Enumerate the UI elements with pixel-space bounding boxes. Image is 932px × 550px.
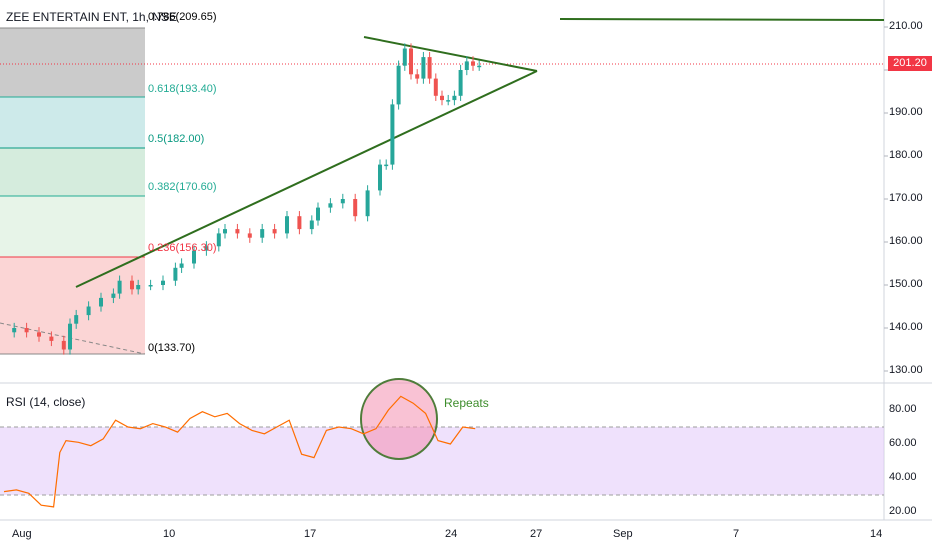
candle-body: [452, 95, 457, 101]
price-axis-label: 190.00: [889, 106, 923, 118]
candle-body: [117, 280, 122, 294]
candle-body: [192, 250, 196, 264]
fib-zone-0618: [0, 97, 145, 148]
fib-label-0: 0(133.70): [148, 342, 196, 354]
candle-body: [260, 229, 265, 238]
candle-body: [365, 190, 370, 217]
price-candles: [12, 43, 482, 355]
fib-label-0618: 0.618(193.40): [148, 83, 217, 95]
rsi-axis-label: 20.00: [889, 505, 917, 517]
price-axis-label: 160.00: [889, 235, 923, 247]
candle-body: [136, 285, 141, 290]
rsi-annotation-text[interactable]: Repeats: [444, 396, 489, 410]
candle-body: [61, 340, 66, 350]
candle-body: [130, 280, 134, 290]
candle-body: [402, 48, 407, 66]
price-axis-label: 130.00: [889, 364, 923, 376]
price-axis-label: 150.00: [889, 278, 923, 290]
candle-body: [161, 280, 165, 285]
fib-label-05: 0.5(182.00): [148, 133, 205, 145]
candle-body: [340, 199, 345, 204]
horizontal-resistance-line[interactable]: [559, 18, 885, 21]
time-label-aug: Aug: [12, 528, 32, 540]
candle-body: [37, 332, 41, 337]
candle-body: [390, 104, 395, 165]
time-label-27: 27: [530, 528, 543, 540]
candle-body: [421, 57, 426, 79]
candle-body: [111, 293, 116, 298]
candle-body: [477, 65, 482, 68]
candle-body: [285, 216, 289, 234]
candle-body: [316, 207, 320, 221]
rsi-axis-label: 60.00: [889, 437, 917, 449]
candle-body: [384, 164, 389, 167]
fib-zone-0236: [0, 257, 145, 354]
candle-body: [427, 57, 432, 79]
candle-body: [74, 315, 79, 324]
candle-body: [446, 100, 451, 102]
fib-zone-0382: [0, 196, 145, 257]
candle-body: [328, 203, 333, 208]
rsi-axis-label: 40.00: [889, 471, 917, 483]
candle-body: [179, 263, 184, 268]
time-label-24: 24: [445, 528, 458, 540]
candle-body: [12, 328, 17, 333]
candle-body: [440, 95, 444, 101]
candle-body: [464, 61, 469, 70]
candle-body: [204, 246, 209, 251]
price-axis-label: 210.00: [889, 20, 923, 32]
candle-body: [173, 267, 178, 281]
candle-body: [68, 323, 72, 350]
candle-body: [309, 220, 314, 230]
candle-body: [216, 233, 221, 247]
candle-body: [353, 199, 358, 217]
candle-body: [223, 229, 227, 234]
fib-label-0236: 0.236(156.30): [148, 242, 217, 254]
price-axis-label: 170.00: [889, 192, 923, 204]
candle-body: [247, 233, 252, 238]
fib-diagonal: [0, 322, 146, 355]
rsi-axis-label: 80.00: [889, 403, 917, 415]
current-price-badge: 201.20: [888, 56, 932, 71]
candle-body: [409, 48, 413, 75]
candle-body: [49, 336, 54, 341]
rsi-band: [0, 427, 884, 495]
fib-label-0382: 0.382(170.60): [148, 181, 217, 193]
candle-body: [235, 229, 240, 234]
candle-body: [86, 306, 91, 316]
price-axis-label: 140.00: [889, 321, 923, 333]
ascending-trendline[interactable]: [75, 70, 538, 288]
descending-trendline[interactable]: [363, 36, 538, 72]
candle-body: [378, 164, 382, 191]
candle-body: [415, 74, 420, 79]
time-label-14: 14: [870, 528, 883, 540]
fib-zone-0786: [0, 28, 145, 97]
time-label-sep: Sep: [613, 528, 633, 540]
candle-body: [148, 285, 153, 287]
symbol-title[interactable]: ZEE ENTERTAIN ENT, 1h, NSE: [4, 10, 179, 24]
price-axis-ticks: [884, 26, 888, 372]
time-label-17: 17: [304, 528, 317, 540]
price-axis-label: 180.00: [889, 149, 923, 161]
candle-body: [99, 297, 103, 307]
candle-body: [396, 65, 401, 105]
rsi-title[interactable]: RSI (14, close): [6, 395, 86, 409]
rsi-line: [3, 395, 476, 508]
candle-body: [272, 229, 277, 234]
candle-body: [458, 70, 463, 96]
candle-body: [297, 216, 302, 230]
candle-body: [471, 61, 475, 66]
time-label-10: 10: [163, 528, 176, 540]
rsi-highlight-ellipse[interactable]: [360, 378, 438, 460]
fib-label-0786: 0.786(209.65): [148, 11, 217, 23]
fib-zone-05: [0, 148, 145, 196]
candle-body: [433, 78, 438, 96]
time-label-7: 7: [733, 528, 740, 540]
candle-body: [24, 328, 29, 333]
